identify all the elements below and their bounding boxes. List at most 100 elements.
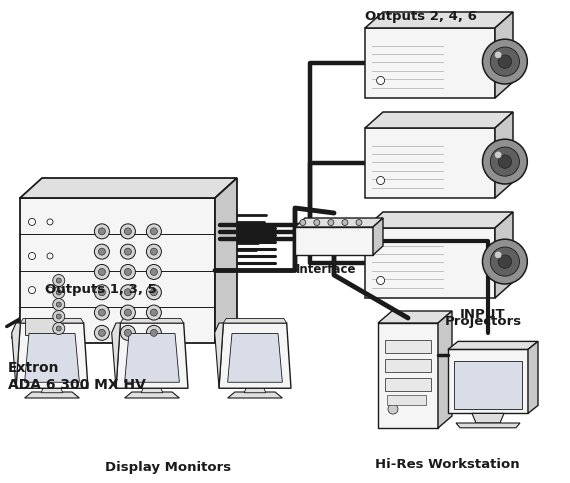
- Polygon shape: [448, 349, 528, 413]
- Polygon shape: [373, 218, 383, 255]
- Circle shape: [490, 247, 519, 276]
- Circle shape: [150, 269, 157, 275]
- Circle shape: [99, 329, 105, 336]
- Bar: [385, 340, 431, 354]
- Polygon shape: [365, 228, 495, 298]
- Circle shape: [124, 248, 132, 255]
- Circle shape: [150, 309, 157, 316]
- Text: Extron: Extron: [8, 361, 59, 375]
- Polygon shape: [125, 333, 180, 382]
- Circle shape: [150, 248, 157, 255]
- Circle shape: [300, 219, 306, 226]
- Circle shape: [388, 404, 398, 414]
- Circle shape: [99, 289, 105, 296]
- Circle shape: [99, 269, 105, 275]
- Circle shape: [482, 139, 527, 184]
- Circle shape: [120, 224, 136, 239]
- Circle shape: [28, 253, 35, 259]
- Circle shape: [495, 152, 502, 158]
- Circle shape: [356, 219, 362, 226]
- Circle shape: [28, 321, 35, 327]
- Circle shape: [146, 285, 161, 300]
- Circle shape: [47, 253, 53, 259]
- Polygon shape: [21, 318, 84, 323]
- Circle shape: [53, 286, 65, 298]
- Polygon shape: [20, 178, 237, 198]
- Polygon shape: [215, 323, 223, 388]
- Polygon shape: [215, 178, 237, 343]
- Circle shape: [498, 155, 512, 168]
- Circle shape: [146, 305, 161, 320]
- Polygon shape: [472, 413, 504, 423]
- Polygon shape: [120, 318, 184, 323]
- Text: Outputs 2, 4, 6: Outputs 2, 4, 6: [365, 10, 477, 23]
- Circle shape: [124, 228, 132, 235]
- Circle shape: [47, 219, 53, 225]
- Bar: [454, 361, 522, 409]
- Circle shape: [490, 47, 519, 76]
- Circle shape: [95, 224, 109, 239]
- Polygon shape: [295, 218, 383, 227]
- Circle shape: [482, 239, 527, 284]
- Polygon shape: [448, 341, 538, 349]
- Circle shape: [99, 309, 105, 316]
- Polygon shape: [365, 112, 513, 128]
- Circle shape: [47, 321, 53, 327]
- Bar: [385, 378, 431, 391]
- Text: Display Monitors: Display Monitors: [105, 461, 231, 474]
- Circle shape: [342, 219, 348, 226]
- Polygon shape: [141, 387, 163, 393]
- Bar: [385, 359, 431, 372]
- Circle shape: [95, 305, 109, 320]
- Polygon shape: [378, 311, 452, 323]
- Circle shape: [95, 265, 109, 280]
- Polygon shape: [125, 392, 180, 398]
- Circle shape: [56, 326, 61, 331]
- Polygon shape: [295, 227, 373, 255]
- Circle shape: [124, 269, 132, 275]
- Polygon shape: [365, 28, 495, 98]
- Polygon shape: [116, 323, 188, 388]
- Circle shape: [150, 289, 157, 296]
- Polygon shape: [219, 323, 291, 388]
- Polygon shape: [495, 112, 513, 198]
- Circle shape: [146, 265, 161, 280]
- Polygon shape: [227, 392, 282, 398]
- Circle shape: [56, 302, 61, 307]
- Circle shape: [53, 323, 65, 335]
- Circle shape: [99, 248, 105, 255]
- Polygon shape: [41, 387, 63, 393]
- Text: INPUT: INPUT: [460, 308, 506, 321]
- Polygon shape: [20, 198, 215, 343]
- Circle shape: [99, 228, 105, 235]
- Circle shape: [120, 244, 136, 259]
- Circle shape: [377, 76, 385, 85]
- Circle shape: [120, 305, 136, 320]
- Polygon shape: [438, 311, 452, 428]
- Text: Interface: Interface: [296, 263, 356, 276]
- Polygon shape: [223, 318, 287, 323]
- Polygon shape: [378, 323, 438, 428]
- Circle shape: [120, 265, 136, 280]
- Circle shape: [495, 52, 502, 58]
- Circle shape: [482, 39, 527, 84]
- Text: Outputs 1, 3, 5: Outputs 1, 3, 5: [45, 283, 157, 296]
- Circle shape: [490, 147, 519, 176]
- Polygon shape: [365, 212, 513, 228]
- Polygon shape: [495, 12, 513, 98]
- Polygon shape: [244, 387, 266, 393]
- Polygon shape: [11, 323, 21, 388]
- Polygon shape: [365, 12, 513, 28]
- Circle shape: [150, 228, 157, 235]
- Circle shape: [146, 224, 161, 239]
- Circle shape: [377, 176, 385, 185]
- Circle shape: [150, 329, 157, 336]
- Circle shape: [28, 218, 35, 226]
- Circle shape: [95, 285, 109, 300]
- Polygon shape: [495, 212, 513, 298]
- Circle shape: [53, 311, 65, 323]
- Circle shape: [146, 326, 161, 341]
- Circle shape: [314, 219, 320, 226]
- Circle shape: [56, 314, 61, 319]
- Polygon shape: [365, 128, 495, 198]
